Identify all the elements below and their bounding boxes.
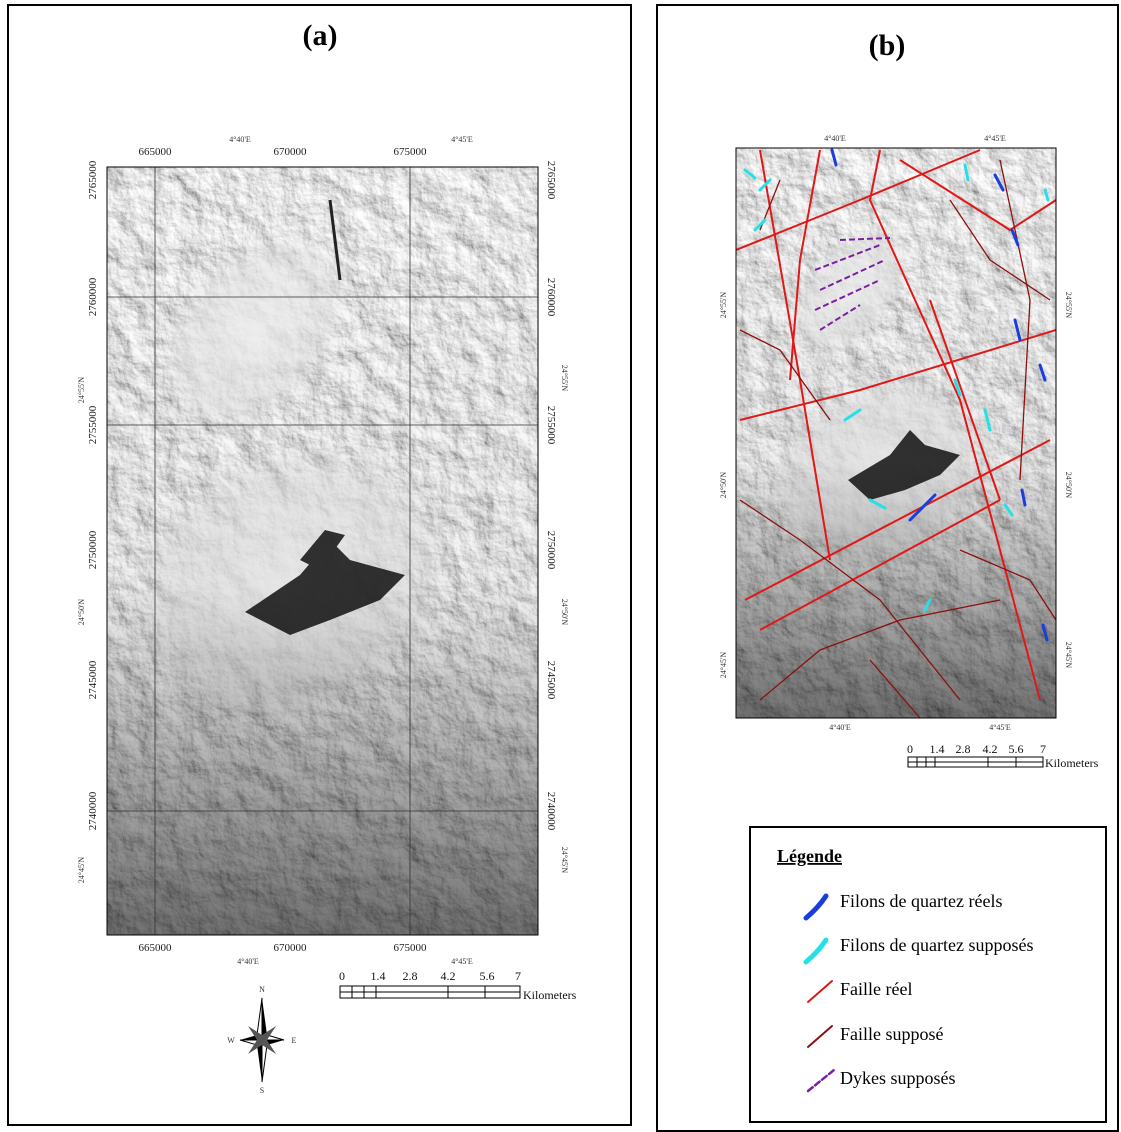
legend-item: Filons de quartez supposés: [840, 935, 1033, 955]
scale-bar: [908, 757, 1043, 767]
x-coord-label: 665000: [139, 942, 173, 954]
north-arrow: [240, 998, 284, 1082]
y-coord-label: 2740000: [87, 791, 99, 830]
geo-label: 4°40'E: [237, 957, 259, 966]
geo-label: 24°50'N: [1064, 472, 1073, 499]
geo-label: 24°55'N: [560, 365, 569, 392]
satellite-image: [79, 167, 538, 935]
scale-label: 0: [907, 742, 913, 756]
scale-label: 0: [339, 969, 345, 983]
legend-item: Filons de quartez réels: [840, 891, 1002, 911]
legend-item: Dykes supposés: [840, 1068, 956, 1088]
satellite-image: [731, 148, 1056, 718]
y-coord-label: 2750000: [87, 530, 99, 569]
y-coord-label: 2740000: [545, 792, 557, 831]
x-coord-label: 675000: [394, 146, 428, 158]
geo-label: 4°40'E: [824, 134, 846, 143]
y-coord-label: 2755000: [87, 405, 99, 444]
geo-label: 24°50'N: [560, 599, 569, 626]
geo-label: 4°45'E: [451, 957, 473, 966]
compass-letter: E: [292, 1036, 297, 1045]
compass-letter: W: [227, 1036, 235, 1045]
x-coord-label: 665000: [139, 146, 173, 158]
geo-label: 24°55'N: [1064, 292, 1073, 319]
geo-label: 4°45'E: [989, 723, 1011, 732]
legend-item: Faille réel: [840, 979, 912, 999]
scale-label: 1.4: [371, 969, 386, 983]
geo-label: 4°40'E: [829, 723, 851, 732]
y-coord-label: 2765000: [87, 160, 99, 199]
geo-label: 4°45'E: [451, 135, 473, 144]
x-coord-label: 670000: [274, 146, 308, 158]
geo-label: 24°45'N: [719, 652, 728, 679]
scale-label: 2.8: [403, 969, 418, 983]
scale-bar: [340, 986, 520, 998]
x-coord-label: 675000: [394, 942, 428, 954]
legend-item: Faille supposé: [840, 1024, 944, 1044]
scale-label: 5.6: [1009, 742, 1024, 756]
scale-label: 4.2: [441, 969, 456, 983]
geo-label: 4°45'E: [984, 134, 1006, 143]
scale-label: 2.8: [956, 742, 971, 756]
y-coord-label: 2750000: [545, 531, 557, 570]
scale-label: 7: [1040, 742, 1046, 756]
y-coord-label: 2745000: [545, 661, 557, 700]
figure: (a): [0, 0, 1121, 1132]
y-coord-label: 2745000: [87, 660, 99, 699]
geo-label: 24°55'N: [719, 292, 728, 319]
y-coord-label: 2765000: [545, 161, 557, 200]
panel-label: (a): [303, 19, 338, 52]
geo-label: 24°45'N: [77, 857, 86, 884]
scale-label: 7: [515, 969, 521, 983]
scale-label: 1.4: [930, 742, 945, 756]
legend-title: Légende: [777, 846, 842, 866]
scale-unit: Kilometers: [523, 988, 577, 1002]
compass-letter: N: [259, 985, 265, 994]
geo-label: 24°45'N: [1064, 642, 1073, 669]
y-coord-label: 2760000: [545, 278, 557, 317]
scale-label: 5.6: [480, 969, 495, 983]
compass-letter: S: [260, 1086, 264, 1095]
scale-label: 4.2: [983, 742, 998, 756]
geo-label: 24°45'N: [560, 847, 569, 874]
y-coord-label: 2760000: [87, 277, 99, 316]
geo-label: 24°55'N: [77, 377, 86, 404]
geo-label: 24°50'N: [719, 472, 728, 499]
y-coord-label: 2755000: [545, 406, 557, 445]
scale-unit: Kilometers: [1045, 756, 1099, 770]
geo-label: 4°40'E: [229, 135, 251, 144]
x-coord-label: 670000: [274, 942, 308, 954]
panel-label: (b): [869, 29, 906, 62]
geo-label: 24°50'N: [77, 599, 86, 626]
